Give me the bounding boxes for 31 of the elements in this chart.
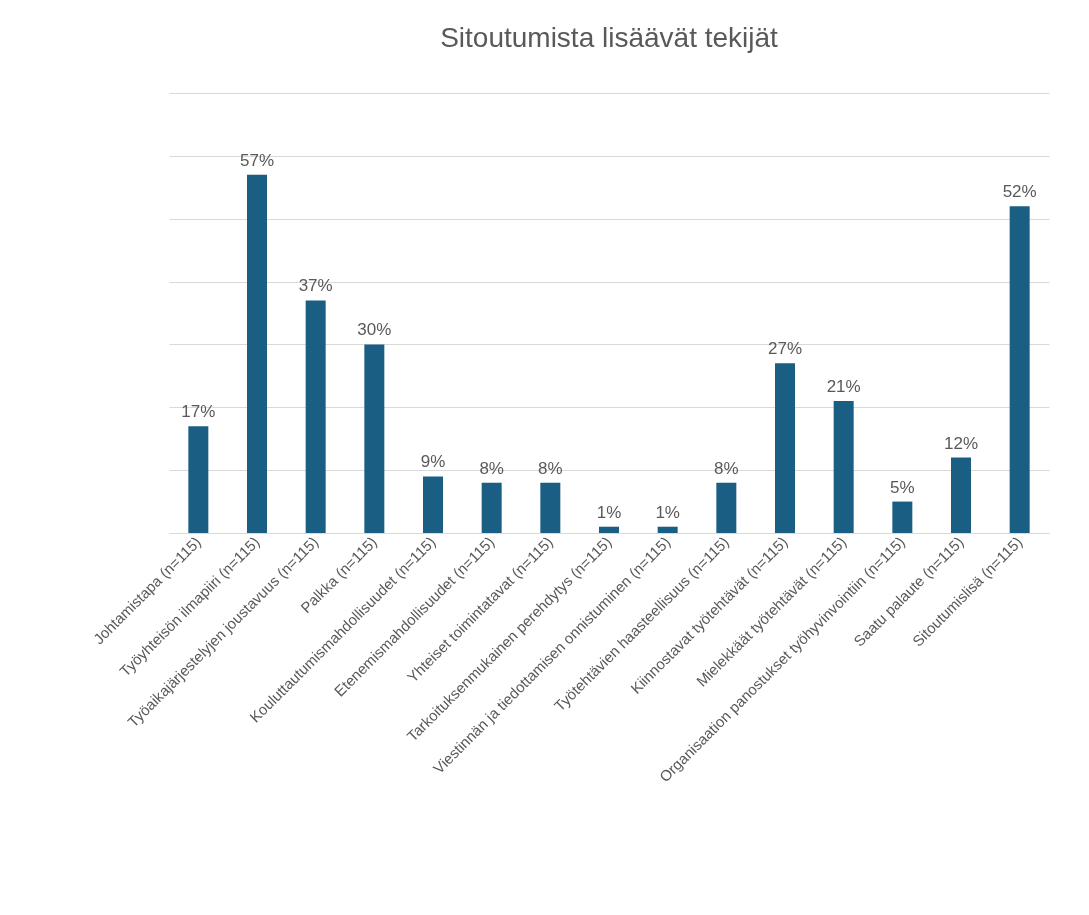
data-label: 37% <box>298 276 333 296</box>
bar <box>364 344 385 533</box>
bar <box>305 300 326 533</box>
bar <box>599 526 619 533</box>
bar <box>423 476 443 533</box>
data-label: 1% <box>596 502 622 522</box>
bar <box>716 482 737 533</box>
bar <box>247 174 267 533</box>
data-label: 5% <box>890 477 915 497</box>
data-label: 17% <box>181 402 216 422</box>
bar <box>833 401 854 533</box>
data-label: 1% <box>655 502 680 522</box>
data-label: 57% <box>239 150 275 170</box>
bar <box>481 482 502 533</box>
bar <box>540 482 561 533</box>
data-label: 30% <box>357 320 392 340</box>
data-label: 12% <box>943 433 979 453</box>
data-label: 27% <box>767 339 803 359</box>
data-label: 8% <box>538 458 563 478</box>
bar <box>188 426 209 533</box>
data-label: 9% <box>420 452 446 472</box>
data-label: 8% <box>714 458 739 478</box>
chart-title: Sitoutumista lisäävät tekijät <box>440 22 779 53</box>
bar <box>657 526 678 533</box>
bar <box>775 363 795 533</box>
bar <box>951 457 971 533</box>
data-label: 8% <box>479 458 504 478</box>
data-label: 52% <box>1002 182 1037 202</box>
bar <box>892 501 913 533</box>
data-label: 21% <box>826 377 861 396</box>
bar <box>1009 206 1030 533</box>
